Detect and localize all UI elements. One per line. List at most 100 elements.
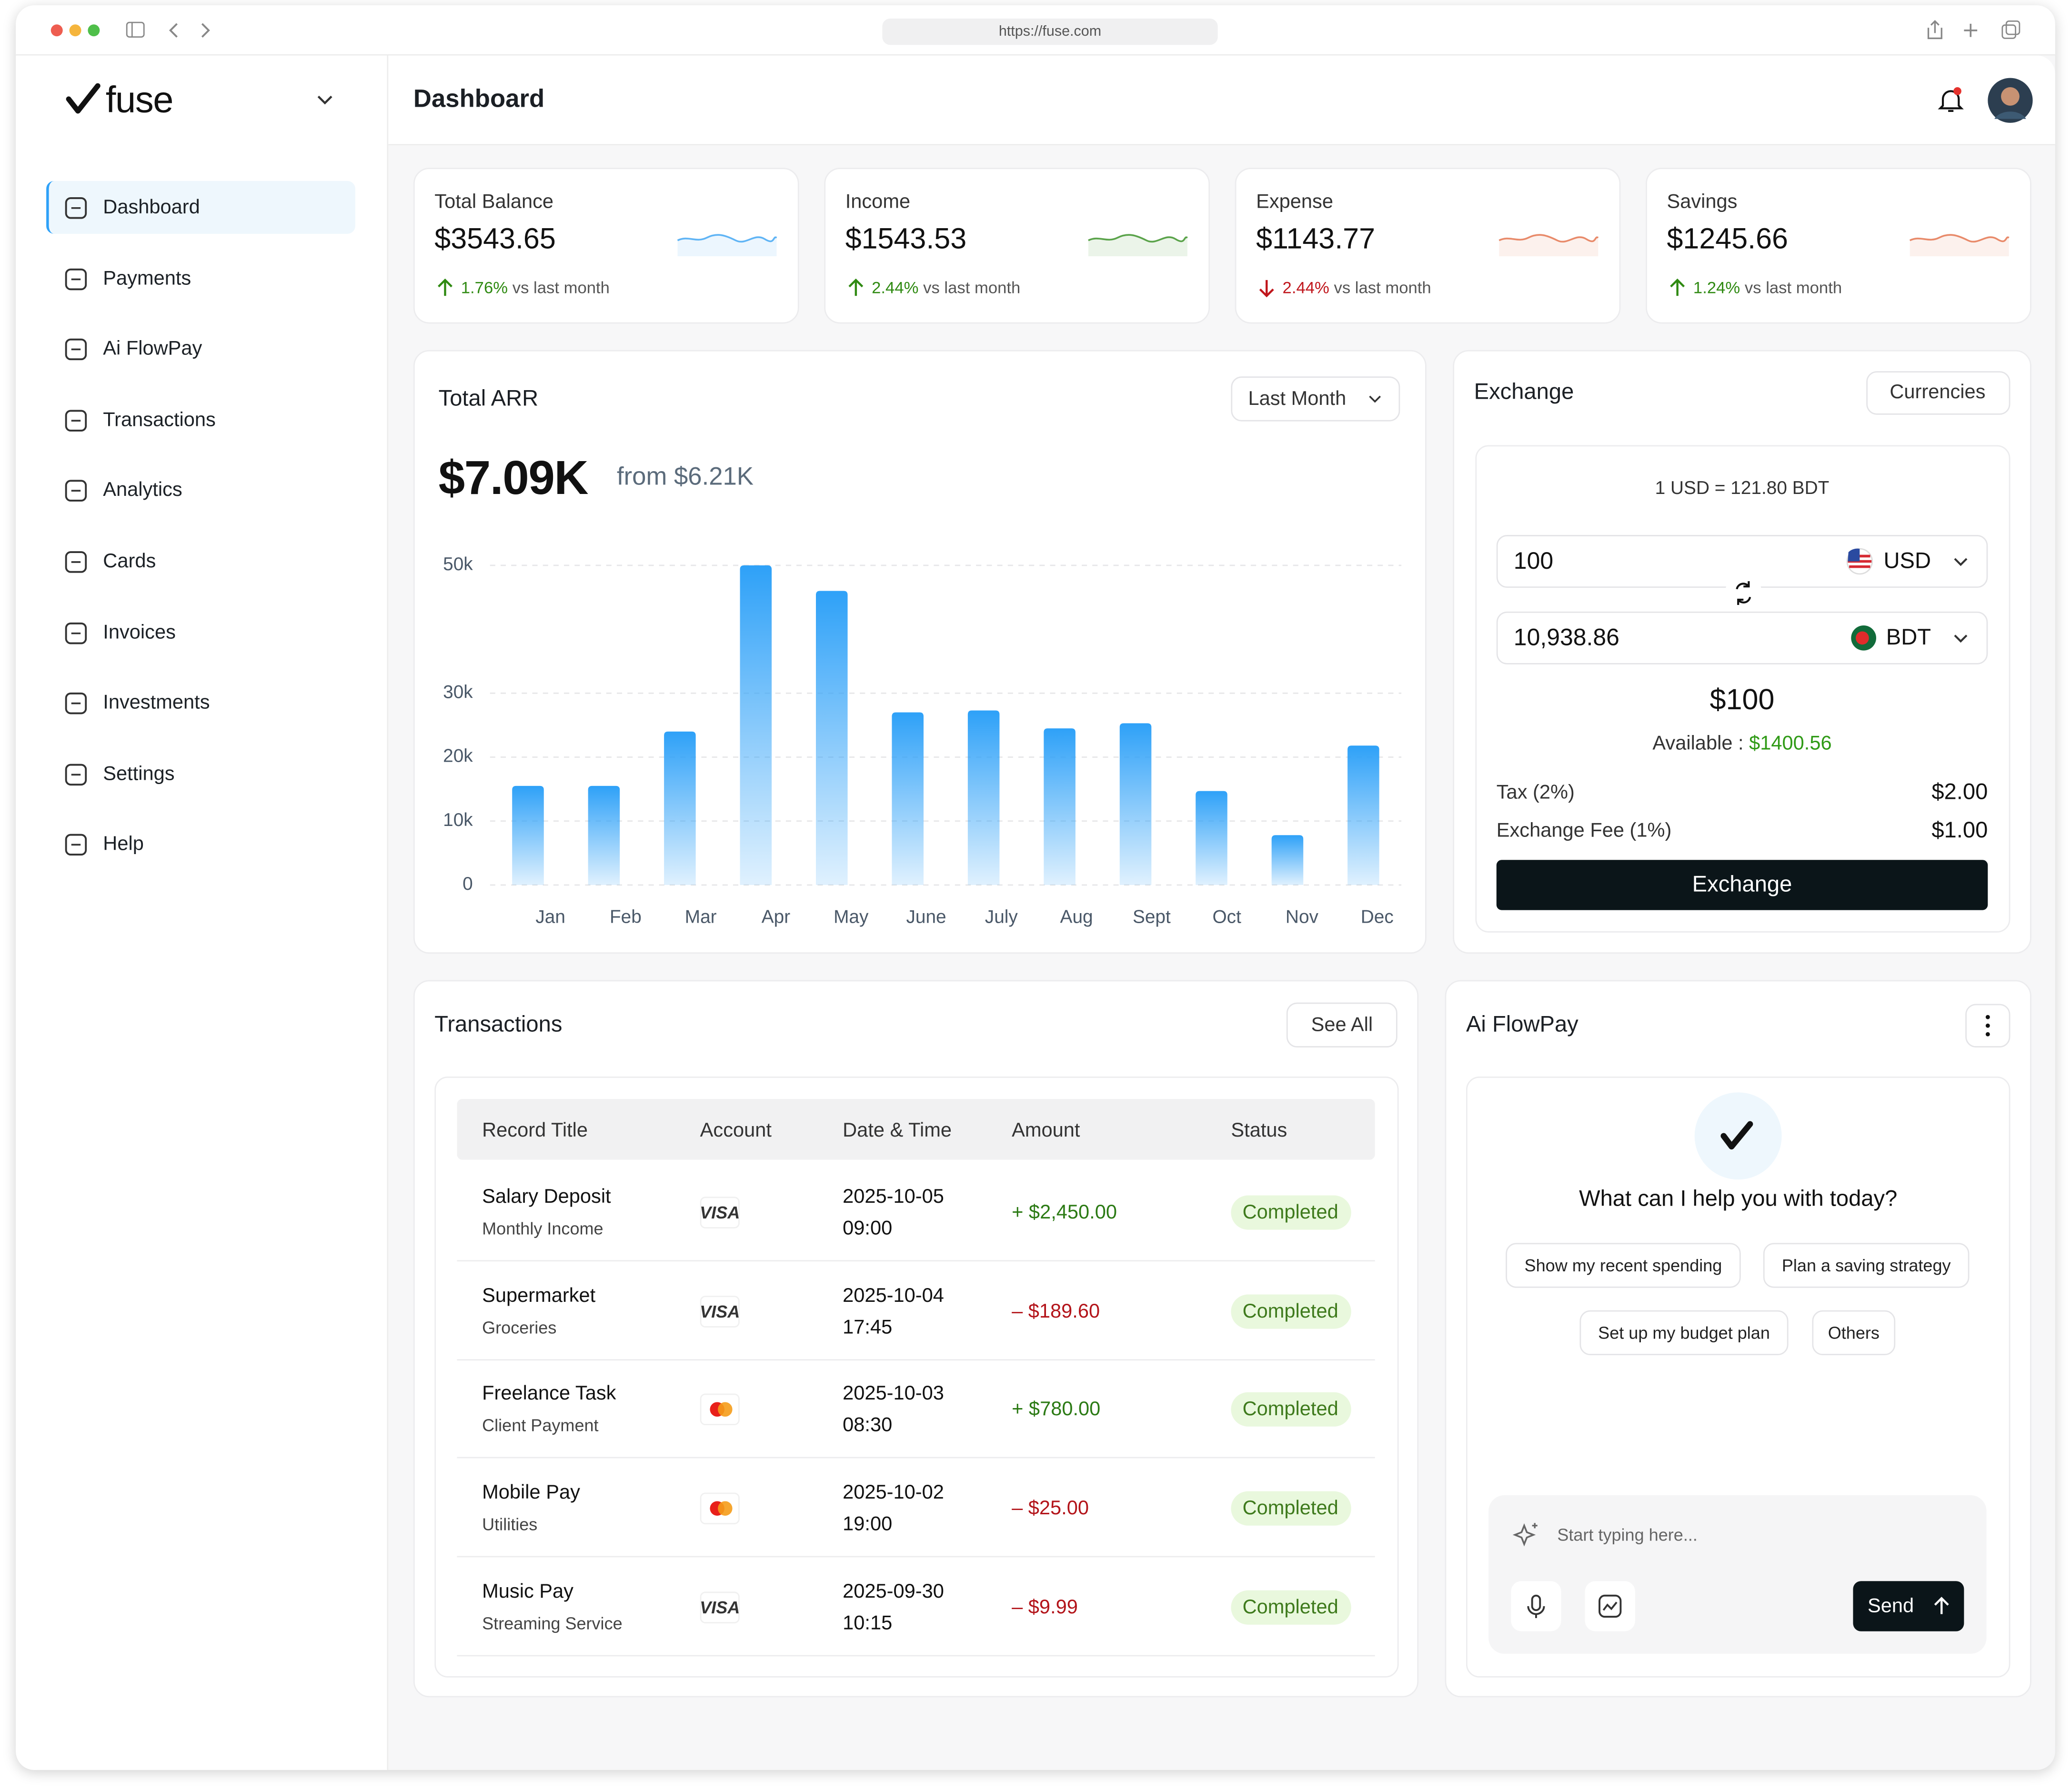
sparkline — [1909, 234, 2010, 256]
amount-input: 100 — [1513, 547, 1554, 574]
nav-buttons[interactable] — [125, 21, 212, 40]
icon-part — [1848, 548, 1860, 562]
row-divider — [457, 1556, 1375, 1558]
icon-part — [88, 24, 100, 37]
icon-part — [2001, 87, 2020, 106]
suggestion-chip[interactable] — [1763, 1243, 1970, 1288]
currency-code[interactable]: USD — [1883, 548, 1931, 574]
chart-button[interactable] — [1585, 1581, 1635, 1631]
icon-part — [2005, 20, 2021, 35]
exchange-panel — [1475, 445, 2011, 933]
nav-item[interactable] — [53, 464, 354, 517]
suggestion-label[interactable]: Others — [1828, 1323, 1880, 1343]
bar — [892, 712, 924, 885]
record-time: 19:00 — [843, 1513, 893, 1536]
bar — [512, 785, 544, 885]
nav-item[interactable] — [53, 322, 354, 375]
nav-item[interactable] — [53, 747, 354, 800]
chart-title: Total ARR — [438, 385, 539, 411]
icon-part — [66, 83, 101, 114]
see-all-button[interactable] — [1286, 1002, 1397, 1047]
nav-item[interactable] — [53, 535, 354, 588]
currency-code[interactable]: BDT — [1886, 624, 1931, 650]
record-date: 2025-10-05 — [843, 1185, 944, 1208]
record-status: Completed — [1242, 1399, 1338, 1421]
y-tick-label: 30k — [443, 682, 473, 702]
card-brand: VISA — [700, 1202, 740, 1223]
notifications[interactable] — [1938, 87, 1964, 113]
stat-change: 1.76% vs last month — [461, 279, 610, 297]
available: Available : $1400.56 — [1652, 733, 1831, 755]
icon-part — [65, 268, 87, 290]
mic-button[interactable] — [1511, 1581, 1561, 1631]
exchange-button[interactable] — [1496, 860, 1988, 910]
send-label[interactable]: Send — [1867, 1595, 1914, 1618]
x-tick-label: July — [985, 906, 1018, 927]
icon-part — [65, 622, 87, 644]
icon-part — [65, 339, 87, 361]
mastercard — [710, 1402, 733, 1418]
nav-icon — [65, 622, 87, 644]
icon-part — [1909, 234, 2010, 243]
nav-label: Dashboard — [103, 196, 200, 219]
logo-text: fuse — [105, 79, 174, 121]
header — [388, 55, 2055, 146]
nav-item[interactable] — [53, 181, 354, 234]
icon-part — [1954, 634, 1968, 643]
icon-part — [1736, 581, 1751, 605]
swap-button[interactable] — [1724, 573, 1763, 613]
icon-part — [718, 1402, 733, 1418]
sparkle-icon — [1512, 1523, 1538, 1547]
nav-label: Ai FlowPay — [103, 338, 202, 361]
icon-part — [1088, 235, 1187, 256]
ai-title: Ai FlowPay — [1466, 1012, 1578, 1037]
suggestion-chip[interactable] — [1506, 1243, 1741, 1288]
icon-part — [1994, 111, 2026, 119]
icon-part — [1602, 1601, 1618, 1611]
currencies-label[interactable]: Currencies — [1890, 381, 1986, 404]
suggestion-label[interactable]: Plan a saving strategy — [1781, 1255, 1951, 1276]
stat-label: Income — [845, 191, 911, 213]
x-tick-label: Mar — [685, 906, 717, 927]
status-pill — [1231, 1392, 1351, 1427]
currency-chevron — [1954, 558, 1968, 566]
nav-item[interactable] — [53, 818, 354, 871]
workspace-chevron[interactable] — [317, 95, 333, 106]
suggestion-chip[interactable] — [1812, 1310, 1896, 1356]
available-label: Available : — [1652, 732, 1744, 755]
sparkline — [1498, 234, 1599, 256]
record-amount: – $25.00 — [1012, 1497, 1089, 1520]
currency-input[interactable] — [1496, 611, 1988, 664]
suggestion-chip[interactable] — [1579, 1310, 1789, 1356]
bar — [1347, 745, 1379, 885]
icon-part — [50, 24, 63, 37]
available-value: $1400.56 — [1749, 732, 1832, 755]
icon-part — [65, 834, 87, 856]
chart-value: $7.09K — [438, 450, 589, 505]
bar — [967, 710, 1000, 885]
stat-label: Savings — [1667, 191, 1738, 213]
browser-actions[interactable] — [1924, 20, 2025, 41]
period-chevron — [1369, 395, 1381, 403]
bar — [740, 565, 772, 885]
nav-label: Settings — [103, 762, 175, 785]
x-tick-label: Jan — [535, 906, 565, 927]
suggestion-label[interactable]: Show my recent spending — [1524, 1255, 1722, 1276]
suggestion-label[interactable]: Set up my budget plan — [1598, 1323, 1770, 1343]
row-divider — [457, 1654, 1375, 1656]
x-tick-label: Aug — [1060, 906, 1093, 927]
stat-change-note: vs last month — [1334, 279, 1431, 297]
url-bar[interactable] — [882, 18, 1218, 45]
currencies-button[interactable] — [1866, 371, 2011, 415]
nav-item[interactable] — [53, 252, 354, 305]
see-all-label[interactable]: See All — [1311, 1014, 1373, 1037]
send-button[interactable] — [1853, 1581, 1964, 1631]
icon-part — [65, 693, 87, 715]
avatar[interactable] — [1988, 78, 2033, 123]
record-subtitle: Client Payment — [482, 1416, 599, 1436]
nav-icon — [65, 480, 87, 502]
exchange-button-label[interactable]: Exchange — [1692, 872, 1792, 897]
nav-item[interactable] — [53, 606, 354, 659]
fee-label: Exchange Fee (1%) — [1496, 819, 1672, 842]
y-tick-label: 0 — [462, 874, 473, 894]
